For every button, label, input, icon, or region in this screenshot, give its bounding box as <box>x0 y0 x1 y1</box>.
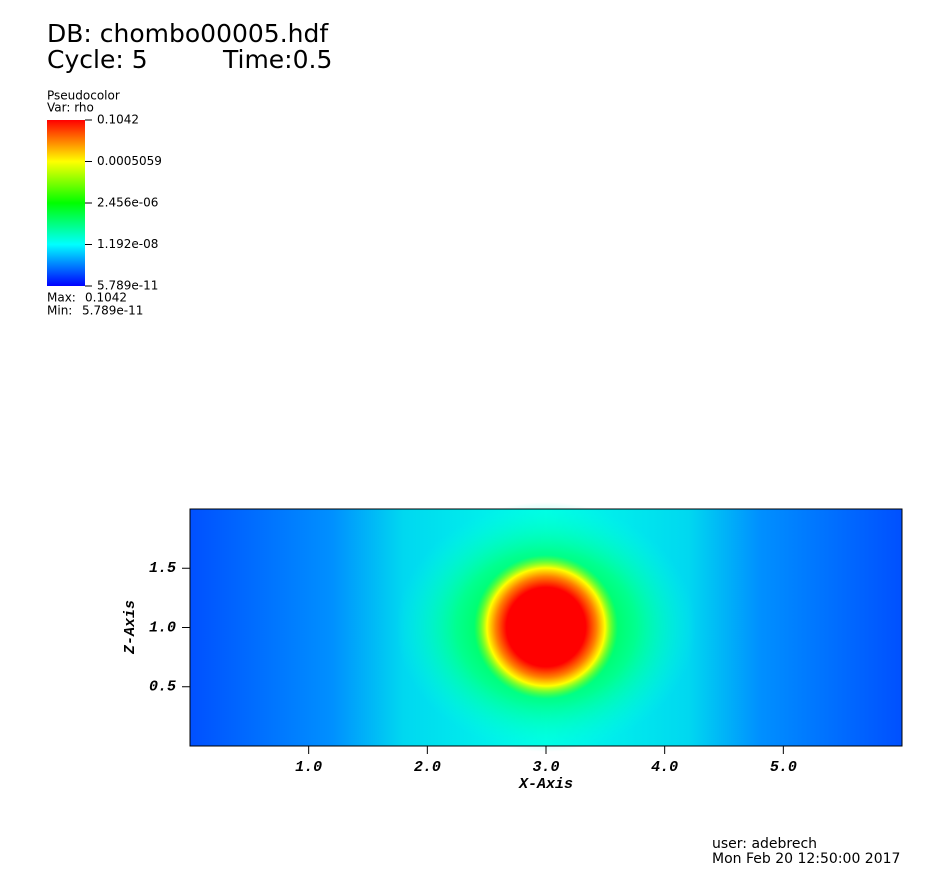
cycle: Cycle: 5 <box>47 45 148 74</box>
max-value: 0.1042 <box>85 291 127 305</box>
y-tick-label: 1.5 <box>149 560 176 577</box>
legend-tick-label: 1.192e-08 <box>97 237 158 251</box>
x-tick-label: 1.0 <box>295 759 322 776</box>
time: Time:0.5 <box>222 45 332 74</box>
legend-tick-label: 2.456e-06 <box>97 196 158 210</box>
legend-plot: Pseudocolor <box>47 89 120 103</box>
legend-tick-label: 0.1042 <box>97 113 139 127</box>
title: DB: chombo00005.hdf <box>47 19 329 48</box>
min-label: Min: <box>47 304 72 318</box>
footer-user: user: adebrech <box>712 836 817 852</box>
x-axis-label: X-Axis <box>518 776 573 793</box>
legend-tick-label: 5.789e-11 <box>97 279 158 293</box>
max-label: Max: <box>47 291 76 305</box>
y-tick-label: 1.0 <box>149 619 176 636</box>
x-tick-label: 5.0 <box>770 759 797 776</box>
footer-date: Mon Feb 20 12:50:00 2017 <box>712 851 900 867</box>
color-bar <box>47 120 85 286</box>
x-tick-label: 4.0 <box>651 759 678 776</box>
min-value: 5.789e-11 <box>82 304 143 318</box>
y-axis-label: Z-Axis <box>122 600 139 655</box>
legend-tick-label: 0.0005059 <box>97 154 162 168</box>
y-tick-label: 0.5 <box>149 679 176 696</box>
field-core <box>474 555 618 699</box>
legend-var: Var: rho <box>47 101 94 115</box>
x-tick-label: 3.0 <box>532 759 559 776</box>
x-tick-label: 2.0 <box>414 759 441 776</box>
field <box>190 502 902 752</box>
